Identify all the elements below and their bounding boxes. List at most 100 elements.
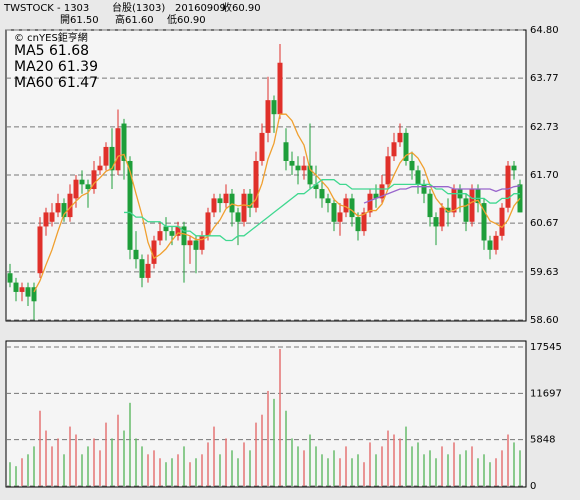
candle-body (475, 189, 481, 204)
candle-body (481, 203, 487, 241)
low-price: 低60.90 (167, 13, 206, 26)
candle-body (121, 123, 127, 161)
y-tick-label: 59.63 (530, 267, 559, 278)
ma-line (33, 113, 521, 293)
candle-body (253, 160, 259, 208)
candle-body (385, 156, 391, 185)
candle-body (49, 212, 55, 222)
candle-body (421, 184, 427, 194)
candle-body (73, 179, 79, 199)
date: 20160909 (175, 3, 226, 14)
candle-body (13, 282, 19, 292)
market: 台股(1303) (112, 1, 165, 14)
candle-body (7, 273, 13, 283)
y-tick-label: 62.73 (530, 122, 559, 133)
candle-body (415, 170, 421, 185)
candle-body (343, 198, 349, 213)
candle-body (115, 128, 121, 171)
candle-body (283, 142, 289, 161)
volume-panel (5, 340, 527, 488)
y-tick-label: 58.60 (530, 315, 559, 326)
candle-body (373, 193, 379, 199)
candle-body (109, 146, 115, 171)
candle-body (61, 203, 67, 218)
candle-body (427, 193, 433, 218)
candle-body (55, 203, 61, 213)
candle-body (67, 193, 73, 218)
candle-body (175, 226, 181, 236)
close-price: 收60.90 (222, 1, 261, 14)
y-tick-label: 5848 (530, 435, 555, 446)
candle-body (259, 132, 265, 161)
candle-body (223, 193, 229, 204)
y-tick-label: 0 (530, 481, 536, 492)
candle-body (295, 165, 301, 171)
candle-body (301, 165, 307, 171)
candle-body (271, 100, 277, 115)
candle-body (391, 142, 397, 157)
high-price: 高61.60 (115, 13, 154, 26)
candle-body (235, 212, 241, 222)
candle-body (193, 240, 199, 250)
candle-body (19, 287, 25, 292)
candle-body (247, 193, 253, 208)
candle-body (139, 259, 145, 278)
candle-body (211, 198, 217, 213)
candle-body (511, 165, 517, 171)
candle-body (337, 212, 343, 222)
candle-body (403, 132, 409, 161)
candle-body (37, 226, 43, 274)
candle-body (469, 189, 475, 222)
candle-body (97, 165, 103, 171)
candle-body (103, 146, 109, 166)
candle-body (499, 207, 505, 236)
candle-body (181, 226, 187, 246)
candle-body (205, 212, 211, 236)
y-tick-label: 60.67 (530, 218, 559, 229)
ma-line (363, 185, 521, 204)
candle-body (127, 160, 133, 250)
candle-body (157, 231, 163, 241)
candle-body (331, 203, 337, 222)
candle-body (433, 217, 439, 227)
open-price: 開61.50 (60, 14, 99, 26)
y-tick-label: 64.80 (530, 25, 559, 36)
y-tick-label: 63.77 (530, 73, 559, 84)
candle-body (187, 240, 193, 246)
candle-body (199, 235, 205, 250)
candle-body (265, 100, 271, 133)
candle-body (361, 212, 367, 232)
ma-line (124, 179, 520, 242)
candle-body (169, 231, 175, 236)
candle-body (133, 249, 139, 260)
candle-body (31, 287, 37, 302)
legend-entry: MA5 61.68 (14, 43, 89, 59)
candle-body (277, 62, 283, 115)
candle-body (145, 263, 151, 278)
legend-entry: MA20 61.39 (14, 59, 98, 75)
candle-body (397, 132, 403, 143)
y-tick-label: 17545 (530, 342, 562, 353)
candle-body (217, 198, 223, 204)
candle-body (409, 160, 415, 171)
candle-body (463, 198, 469, 222)
candle-body (163, 226, 169, 232)
candle-body (379, 184, 385, 199)
candle-body (493, 235, 499, 250)
candle-body (289, 160, 295, 166)
candle-body (367, 193, 373, 213)
candle-body (325, 198, 331, 204)
candle-body (451, 189, 457, 213)
y-tick-label: 11697 (530, 388, 562, 399)
watermark: © cnYES鉅亨網 (14, 31, 88, 44)
y-tick-label: 61.70 (530, 170, 559, 181)
candle-body (151, 240, 157, 264)
candle-body (349, 198, 355, 218)
candle-body (241, 193, 247, 222)
candle-body (91, 170, 97, 190)
symbol: TWSTOCK - 1303 (3, 3, 89, 14)
candle-body (439, 207, 445, 227)
candle-body (79, 179, 85, 185)
